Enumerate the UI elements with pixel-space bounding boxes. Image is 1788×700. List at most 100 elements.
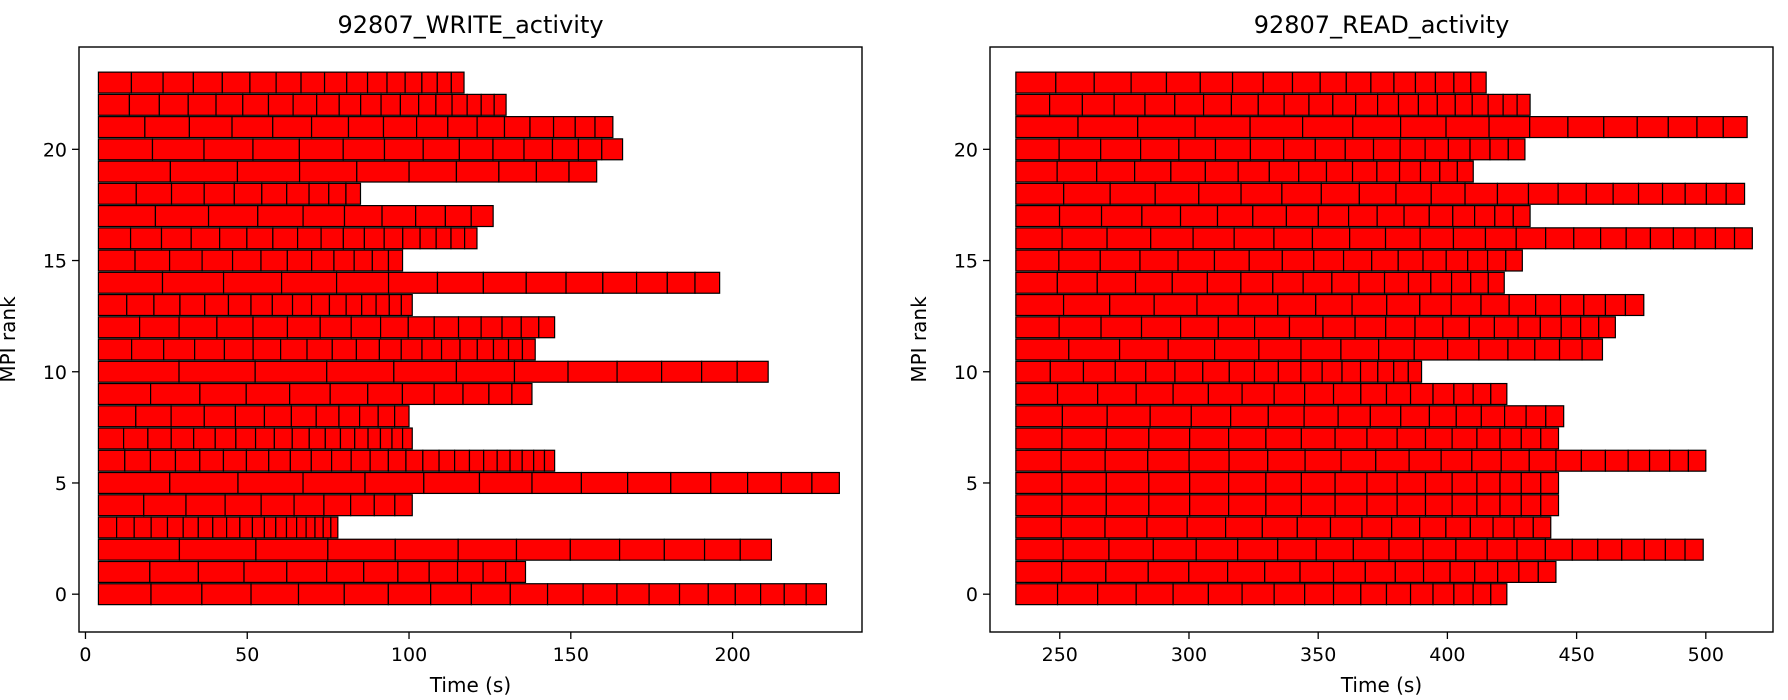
read-rank-12-segment-0 bbox=[1015, 316, 1060, 339]
write-rank-7-segment-3 bbox=[170, 427, 195, 450]
write-rank-20-segment-3 bbox=[252, 138, 300, 161]
write-rank-18-segment-6 bbox=[286, 182, 310, 205]
read-rank-16-segment-19 bbox=[1672, 227, 1696, 250]
read-rank-2-segment-13 bbox=[1516, 538, 1546, 561]
write-rank-13-segment-14 bbox=[388, 293, 402, 317]
read-rank-16-segment-4 bbox=[1192, 227, 1235, 250]
read-rank-17-segment-15 bbox=[1494, 205, 1514, 228]
read-rank-13-segment-1 bbox=[1062, 293, 1111, 317]
write-rank-10-segment-10 bbox=[701, 360, 738, 383]
write-rank-1-segment-11 bbox=[505, 560, 527, 583]
read-rank-2-segment-5 bbox=[1237, 538, 1279, 561]
write-rank-4-segment-3 bbox=[224, 494, 262, 517]
write-rank-13-segment-12 bbox=[361, 293, 377, 317]
read-rank-8-segment-15 bbox=[1525, 405, 1547, 428]
read-rank-10-segment-14 bbox=[1377, 360, 1395, 383]
read-rank-21-segment-11 bbox=[1567, 116, 1605, 139]
read-rank-18-segment-10 bbox=[1430, 182, 1466, 205]
write-rank-0-segment-18 bbox=[783, 583, 807, 606]
read-rank-7-segment-9 bbox=[1366, 427, 1398, 450]
read-rank-14-segment-13 bbox=[1430, 271, 1453, 294]
write-rank-0-segment-1 bbox=[150, 583, 203, 606]
write-rank-10-segment-0 bbox=[97, 360, 180, 383]
read-rank-13-segment-4 bbox=[1196, 293, 1239, 317]
write-rank-12-segment-8 bbox=[379, 316, 409, 339]
write-rank-7-segment-6 bbox=[235, 427, 257, 450]
write-rank-6-segment-13 bbox=[387, 449, 407, 472]
read-rank-13-segment-14 bbox=[1535, 293, 1562, 317]
write-rank-6-segment-20 bbox=[496, 449, 511, 472]
write-rank-14-segment-8 bbox=[525, 271, 567, 294]
read-rank-9-segment-7 bbox=[1273, 382, 1306, 406]
read-rank-17-segment-12 bbox=[1428, 205, 1454, 228]
read-rank-5-segment-3 bbox=[1148, 471, 1191, 495]
write-chart-title: 92807_WRITE_activity bbox=[337, 11, 603, 39]
write-rank-22-segment-7 bbox=[292, 93, 318, 116]
read-rank-8-segment-13 bbox=[1480, 405, 1506, 428]
read-rank-11-segment-10 bbox=[1447, 338, 1480, 361]
write-rank-23-segment-10 bbox=[366, 71, 388, 94]
write-rank-19-segment-9 bbox=[568, 160, 598, 183]
read-rank-12-segment-19 bbox=[1598, 316, 1616, 339]
write-rank-10-segment-11 bbox=[736, 360, 769, 383]
read-rank-13-segment-18 bbox=[1624, 293, 1645, 317]
write-rank-9-segment-5 bbox=[329, 382, 369, 406]
write-rank-12-segment-0 bbox=[97, 316, 141, 339]
write-rank-17-segment-2 bbox=[207, 205, 259, 228]
read-x-tick-label: 400 bbox=[1429, 644, 1465, 666]
write-axes-frame bbox=[78, 46, 863, 633]
read-rank-23-segment-8 bbox=[1291, 71, 1321, 94]
read-rank-20-segment-16 bbox=[1507, 138, 1526, 161]
write-rank-16-segment-12 bbox=[402, 227, 421, 250]
read-rank-10-segment-1 bbox=[1049, 360, 1085, 383]
read-rank-12-segment-7 bbox=[1288, 316, 1324, 339]
read-rank-9-segment-3 bbox=[1135, 382, 1174, 406]
write-rank-3-segment-14 bbox=[296, 516, 307, 539]
write-rank-20-segment-11 bbox=[551, 138, 580, 161]
read-rank-6-segment-1 bbox=[1060, 449, 1106, 472]
read-rank-21-segment-8 bbox=[1445, 116, 1490, 139]
read-rank-9-segment-15 bbox=[1472, 382, 1492, 406]
read-rank-14-segment-4 bbox=[1171, 271, 1208, 294]
read-rank-13-segment-12 bbox=[1480, 293, 1510, 317]
write-rank-14-segment-6 bbox=[436, 271, 484, 294]
write-x-axis-label: Time (s) bbox=[429, 673, 511, 697]
write-rank-8-segment-9 bbox=[359, 405, 379, 428]
write-rank-3-segment-2 bbox=[133, 516, 152, 539]
read-rank-6-segment-7 bbox=[1304, 449, 1342, 472]
write-rank-20-segment-4 bbox=[298, 138, 344, 161]
write-rank-0-segment-2 bbox=[201, 583, 252, 606]
read-rank-20-segment-3 bbox=[1140, 138, 1180, 161]
write-rank-20-segment-6 bbox=[383, 138, 424, 161]
read-rank-1-segment-4 bbox=[1188, 560, 1229, 583]
read-rank-15-segment-16 bbox=[1505, 249, 1523, 272]
write-rank-14-segment-9 bbox=[565, 271, 604, 294]
read-rank-8-segment-16 bbox=[1545, 405, 1565, 428]
read-rank-23-segment-15 bbox=[1453, 71, 1472, 94]
read-rank-17-segment-1 bbox=[1058, 205, 1103, 228]
write-rank-20-segment-9 bbox=[492, 138, 525, 161]
write-rank-7-segment-13 bbox=[354, 427, 369, 450]
read-rank-18-segment-20 bbox=[1705, 182, 1727, 205]
write-rank-9-segment-10 bbox=[488, 382, 513, 406]
read-x-ticks: 250 300 350 400 450 500 bbox=[1042, 632, 1724, 666]
read-rank-0-segment-2 bbox=[1097, 583, 1137, 606]
write-rank-5-segment-13 bbox=[780, 471, 813, 495]
read-rank-10-segment-6 bbox=[1202, 360, 1230, 383]
read-rank-18-segment-5 bbox=[1240, 182, 1283, 205]
read-rank-16-segment-20 bbox=[1694, 227, 1717, 250]
write-rank-21-segment-10 bbox=[476, 116, 506, 139]
write-rank-5-segment-9 bbox=[627, 471, 672, 495]
read-rank-15-segment-12 bbox=[1422, 249, 1447, 272]
write-rank-16-segment-5 bbox=[246, 227, 274, 250]
read-rank-22-segment-7 bbox=[1230, 93, 1259, 116]
write-rank-12-segment-3 bbox=[216, 316, 254, 339]
write-y-tick-label: 5 bbox=[55, 473, 67, 495]
read-rank-13-segment-11 bbox=[1450, 293, 1482, 317]
read-rank-10-segment-10 bbox=[1300, 360, 1323, 383]
read-rank-5-segment-10 bbox=[1396, 471, 1427, 495]
write-rank-6-segment-5 bbox=[222, 449, 248, 472]
read-rank-19-segment-0 bbox=[1015, 160, 1058, 183]
write-rank-6-segment-11 bbox=[350, 449, 371, 472]
write-rank-8-segment-1 bbox=[135, 405, 172, 428]
